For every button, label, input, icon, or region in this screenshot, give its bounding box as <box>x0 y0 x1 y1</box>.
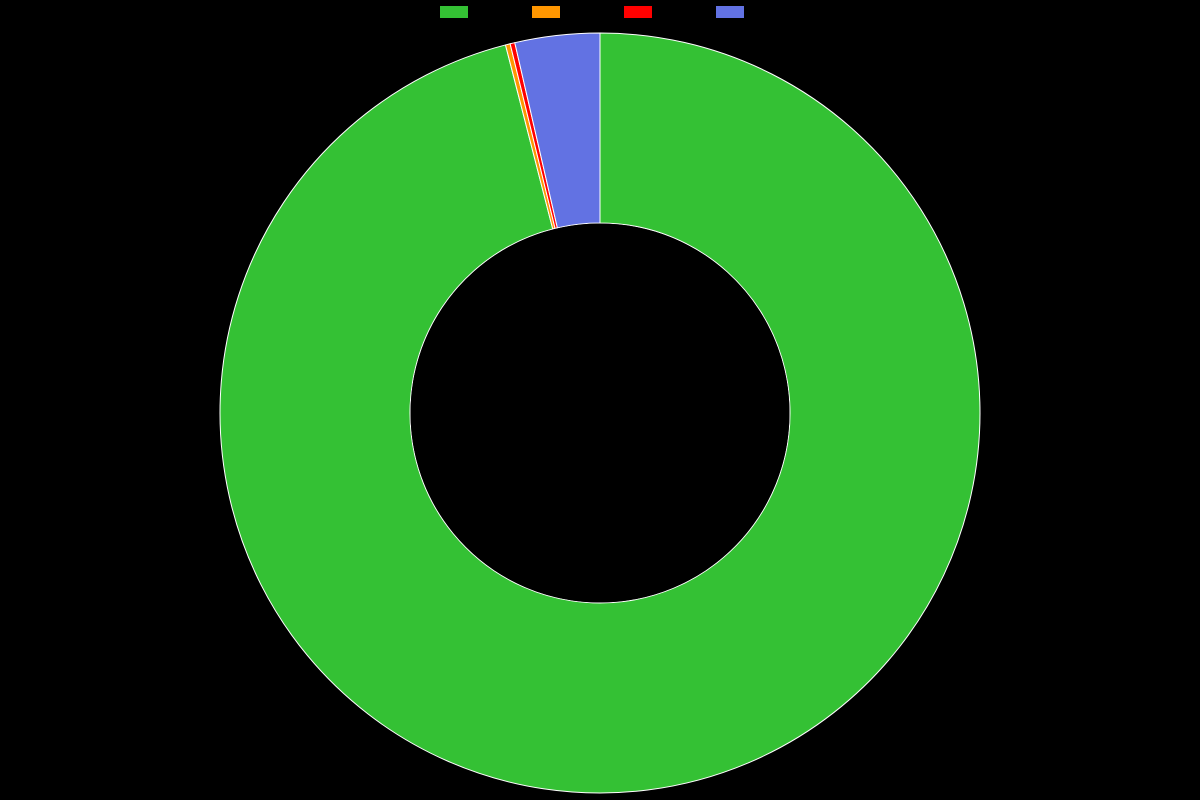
legend-swatch-0 <box>440 6 468 18</box>
legend <box>0 6 1200 18</box>
legend-swatch-2 <box>624 6 652 18</box>
chart-container <box>0 0 1200 800</box>
legend-label-1 <box>566 6 576 18</box>
donut-hole <box>411 224 790 603</box>
legend-item-2 <box>624 6 668 18</box>
legend-label-3 <box>750 6 760 18</box>
legend-swatch-3 <box>716 6 744 18</box>
legend-item-0 <box>440 6 484 18</box>
legend-item-3 <box>716 6 760 18</box>
legend-label-2 <box>658 6 668 18</box>
legend-item-1 <box>532 6 576 18</box>
legend-label-0 <box>474 6 484 18</box>
donut-chart <box>0 26 1200 800</box>
chart-area <box>0 26 1200 800</box>
legend-swatch-1 <box>532 6 560 18</box>
